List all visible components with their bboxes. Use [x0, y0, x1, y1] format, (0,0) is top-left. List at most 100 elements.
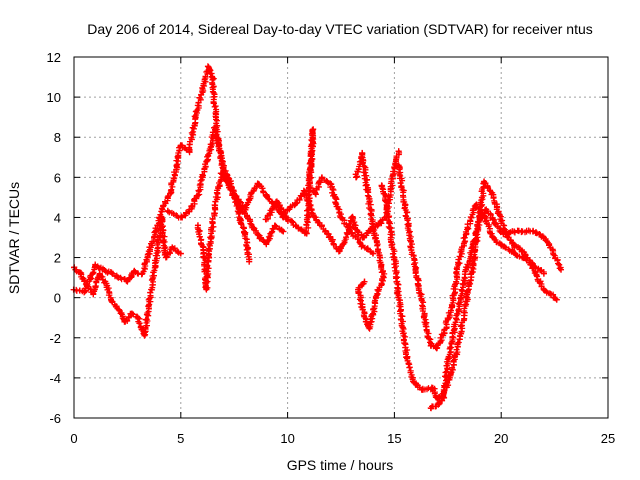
data-point	[103, 268, 110, 275]
data-point	[237, 206, 244, 213]
data-point	[363, 182, 370, 189]
data-point	[446, 374, 453, 381]
data-point	[254, 180, 261, 187]
data-point	[199, 88, 206, 95]
data-point	[312, 190, 319, 197]
data-point	[305, 184, 312, 191]
data-point	[536, 278, 543, 285]
data-point	[436, 400, 443, 407]
data-series-track-10	[395, 162, 547, 352]
data-point	[284, 206, 291, 213]
chart-title: Day 206 of 2014, Sidereal Day-to-day VTE…	[87, 21, 593, 37]
data-point	[209, 76, 216, 83]
data-point	[359, 304, 366, 311]
data-point	[177, 214, 184, 221]
y-tick-label: -6	[49, 411, 61, 426]
data-point	[115, 306, 122, 313]
data-point	[472, 202, 479, 209]
data-point	[427, 342, 434, 349]
y-tick-label: -4	[49, 371, 61, 386]
data-point	[440, 330, 447, 337]
data-point	[310, 212, 317, 219]
y-tick-label: 2	[54, 251, 61, 266]
y-tick-label: 6	[54, 170, 61, 185]
data-point	[402, 202, 409, 209]
data-point	[457, 294, 464, 301]
data-point	[250, 224, 257, 231]
data-point	[130, 268, 137, 275]
data-point	[519, 228, 526, 235]
data-point	[511, 228, 518, 235]
data-point	[427, 404, 434, 411]
data-point	[186, 148, 193, 155]
data-point	[122, 318, 129, 325]
data-point	[203, 286, 210, 293]
data-point	[263, 216, 270, 223]
data-point	[164, 208, 171, 215]
plot-frame	[73, 56, 609, 419]
data-point	[540, 286, 547, 293]
y-tick-label: 10	[47, 90, 61, 105]
x-tick-label: 5	[177, 431, 184, 446]
data-point	[491, 220, 498, 227]
data-point	[186, 208, 193, 215]
data-point	[194, 192, 201, 199]
y-tick-label: 4	[54, 210, 61, 225]
data-point	[92, 262, 99, 269]
data-point	[348, 214, 355, 221]
data-point	[489, 234, 496, 241]
data-point	[391, 164, 398, 171]
data-point	[241, 230, 248, 237]
data-point	[421, 312, 428, 319]
data-point	[90, 290, 97, 297]
data-point	[399, 324, 406, 331]
data-point	[359, 242, 366, 249]
data-point	[246, 258, 253, 265]
data-point	[308, 158, 315, 165]
data-point	[194, 222, 201, 229]
data-point	[145, 302, 152, 309]
data-point	[192, 114, 199, 121]
data-point	[367, 210, 374, 217]
data-point	[558, 266, 565, 273]
data-point	[152, 262, 159, 269]
data-point	[173, 162, 180, 169]
data-point	[457, 330, 464, 337]
data-series-track-4	[164, 124, 287, 221]
data-point	[160, 202, 167, 209]
data-point	[167, 190, 174, 197]
data-point	[455, 260, 462, 267]
x-tick-label: 0	[70, 431, 77, 446]
data-point	[135, 314, 142, 321]
data-point	[318, 222, 325, 229]
data-point	[109, 298, 116, 305]
data-point	[169, 244, 176, 251]
data-point	[372, 234, 379, 241]
data-point	[344, 230, 351, 237]
data-point	[487, 188, 494, 195]
data-point	[77, 270, 84, 277]
data-point	[301, 188, 308, 195]
data-point	[449, 302, 456, 309]
data-point	[81, 288, 88, 295]
data-point	[128, 310, 135, 317]
data-point	[203, 158, 210, 165]
data-point	[483, 206, 490, 213]
data-point	[124, 278, 131, 285]
data-point	[370, 310, 377, 317]
data-point	[177, 250, 184, 257]
data-point	[139, 270, 146, 277]
data-point	[338, 214, 344, 221]
data-point	[481, 178, 488, 185]
data-point	[284, 216, 291, 223]
data-point	[237, 216, 244, 223]
data-point	[451, 326, 458, 333]
x-tick-label: 20	[494, 431, 508, 446]
data-point	[519, 248, 526, 255]
data-point	[374, 290, 381, 297]
data-point	[530, 264, 537, 271]
data-point	[553, 296, 560, 303]
data-point	[103, 280, 110, 287]
